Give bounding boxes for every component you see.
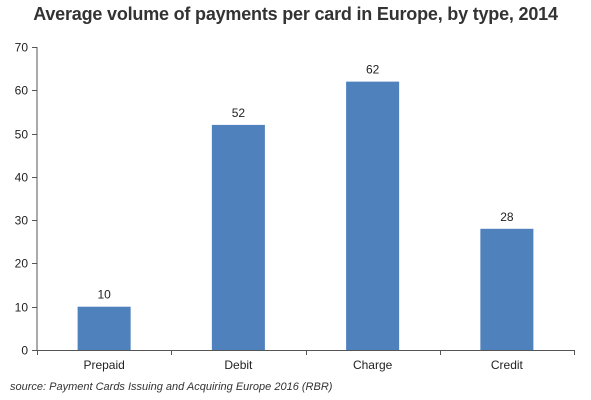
x-tick-label: Charge [353,358,393,372]
x-axis: Prepaid Debit Charge Credit [37,350,575,372]
x-tick-label: Debit [224,358,253,372]
y-tick-label: 40 [15,171,29,185]
data-labels: 10 52 62 28 [97,63,513,302]
y-axis: 0 10 20 30 40 50 60 70 [15,41,38,358]
bar-prepaid [77,306,131,350]
data-label: 10 [97,288,111,302]
x-tick-label: Prepaid [83,358,124,372]
data-label: 28 [500,210,514,224]
y-tick-label: 0 [21,344,28,358]
x-tick-label: Credit [491,358,524,372]
bar-debit [211,124,265,351]
chart-title: Average volume of payments per card in E… [33,4,558,24]
y-tick-label: 60 [15,84,29,98]
data-label: 52 [232,106,246,120]
data-label: 62 [366,63,380,77]
chart-source: source: Payment Cards Issuing and Acquir… [10,381,333,393]
bar-charge [346,81,400,350]
y-tick-label: 20 [15,257,29,271]
bars [77,81,534,351]
y-tick-label: 30 [15,214,29,228]
y-tick-label: 70 [15,41,29,55]
y-tick-label: 50 [15,128,29,142]
y-tick-label: 10 [15,301,29,315]
bar-credit [480,228,534,350]
